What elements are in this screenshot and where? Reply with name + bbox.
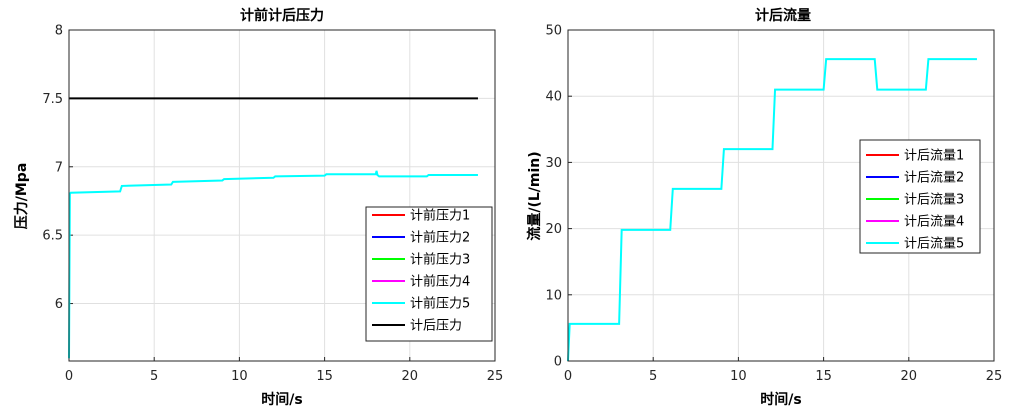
y-tick-label: 0: [554, 355, 562, 370]
y-tick-label: 30: [545, 156, 562, 171]
y-tick-label: 7.5: [42, 92, 63, 107]
y-tick-label: 6: [55, 297, 63, 312]
legend: 计后流量1 计后流量2 计后流量3 计后流量4 计后流量5: [859, 139, 981, 254]
legend-box: [859, 139, 981, 254]
x-tick-label: 0: [564, 369, 572, 384]
y-tick-label: 20: [545, 222, 562, 237]
y-tick-label: 7: [55, 160, 63, 175]
plot-frame: [68, 29, 496, 362]
chart-title: 计后流量: [755, 7, 811, 24]
x-tick-label: 25: [986, 369, 1003, 384]
x-tick-labels: 0 5 10 15 20 25: [65, 369, 503, 384]
legend: 计前压力1 计前压力2 计前压力3 计前压力4 计前压力5 计后压力: [365, 206, 493, 342]
legend-box: [365, 206, 493, 342]
flow-chart: 计后流量 0 5 10 15 20 25 0 10 20 30 40 50 时间/s 流量/(L/m…: [526, 7, 1002, 408]
legend-label: 计后流量2: [904, 171, 964, 186]
x-tick-label: 5: [150, 369, 158, 384]
y-axis-label: 流量/(L/min): [526, 151, 543, 240]
x-tick-label: 20: [402, 369, 419, 384]
x-tick-label: 10: [231, 369, 248, 384]
y-tick-labels: 6 6.5 7 7.5 8: [42, 24, 63, 313]
x-tick-label: 20: [901, 369, 918, 384]
legend-label: 计前压力2: [410, 230, 470, 246]
chart-title: 计前计后压力: [240, 7, 324, 24]
x-tick-labels: 0 5 10 15 20 25: [564, 369, 1002, 384]
x-tick-label: 25: [487, 369, 504, 384]
series-layer: [567, 58, 977, 362]
y-axis-label: 压力/Mpa: [13, 163, 30, 230]
pressure-chart: 计前计后压力 0 5 10 15 20 25 66.577.58 时间/s 压力/Mpa …: [13, 7, 503, 408]
legend-label: 计后流量4: [904, 215, 964, 230]
y-tick-label: 50: [545, 24, 562, 39]
x-tick-label: 0: [65, 369, 73, 384]
x-axis-label: 时间/s: [760, 391, 801, 408]
legend-label: 计后压力: [410, 319, 462, 334]
legend-label: 计前压力3: [410, 252, 470, 268]
x-tick-label: 15: [815, 369, 832, 384]
legend-label: 计后流量5: [904, 237, 964, 252]
y-tick-label: 40: [545, 90, 562, 105]
y-tick-label: 6.5: [42, 229, 63, 244]
series-line-5: [68, 170, 478, 359]
legend-label: 计后流量1: [904, 149, 964, 164]
x-tick-label: 10: [730, 369, 747, 384]
x-tick-label: 15: [316, 369, 333, 384]
y-tick-labels: 0 10 20 30 40 50: [545, 24, 562, 370]
legend-label: 计前压力5: [410, 296, 470, 312]
x-axis-label: 时间/s: [261, 391, 302, 408]
x-tick-label: 5: [649, 369, 657, 384]
plot-frame: [567, 29, 995, 362]
series-layer: [68, 97, 478, 359]
legend-label: 计后流量3: [904, 193, 964, 208]
y-tick-label: 10: [545, 288, 562, 303]
series-line-5: [567, 58, 977, 362]
legend-label: 计前压力4: [410, 274, 470, 290]
y-tick-label: 8: [55, 24, 63, 39]
legend-label: 计前压力1: [410, 208, 470, 224]
